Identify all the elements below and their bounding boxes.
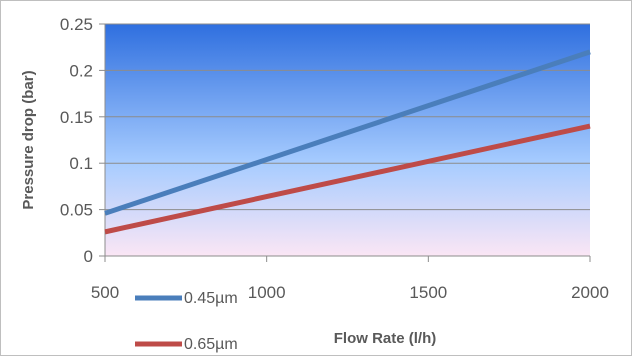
plot-area (105, 24, 590, 256)
y-tick-label: 0.05 (60, 201, 93, 220)
x-tick-labels: 500 1000 1500 2000 (91, 283, 609, 302)
x-tick-label: 2000 (571, 283, 609, 302)
y-axis-title: Pressure drop (bar) (20, 70, 37, 209)
y-tick-label: 0.25 (60, 15, 93, 34)
x-tick-label: 1500 (409, 283, 447, 302)
x-tick-label: 1000 (248, 283, 286, 302)
x-axis-title: Flow Rate (l/h) (334, 330, 437, 347)
series-line-1 (104, 49, 591, 216)
legend: 0.45µm 0.65µm (135, 290, 238, 353)
y-tick-labels: 0 0.05 0.1 0.15 0.2 0.25 (60, 15, 93, 266)
gridlines (99, 23, 590, 257)
legend-label-1: 0.45µm (184, 290, 238, 307)
y-tick-label: 0 (84, 247, 93, 266)
x-tick-label: 500 (91, 283, 119, 302)
y-tick-label: 0.2 (69, 61, 93, 80)
y-tick-label: 0.1 (69, 154, 93, 173)
y-tick-label: 0.15 (60, 108, 93, 127)
series-line-2 (104, 123, 591, 235)
axes (104, 24, 591, 262)
series-lines (104, 49, 591, 235)
legend-label-2: 0.65µm (184, 336, 238, 353)
